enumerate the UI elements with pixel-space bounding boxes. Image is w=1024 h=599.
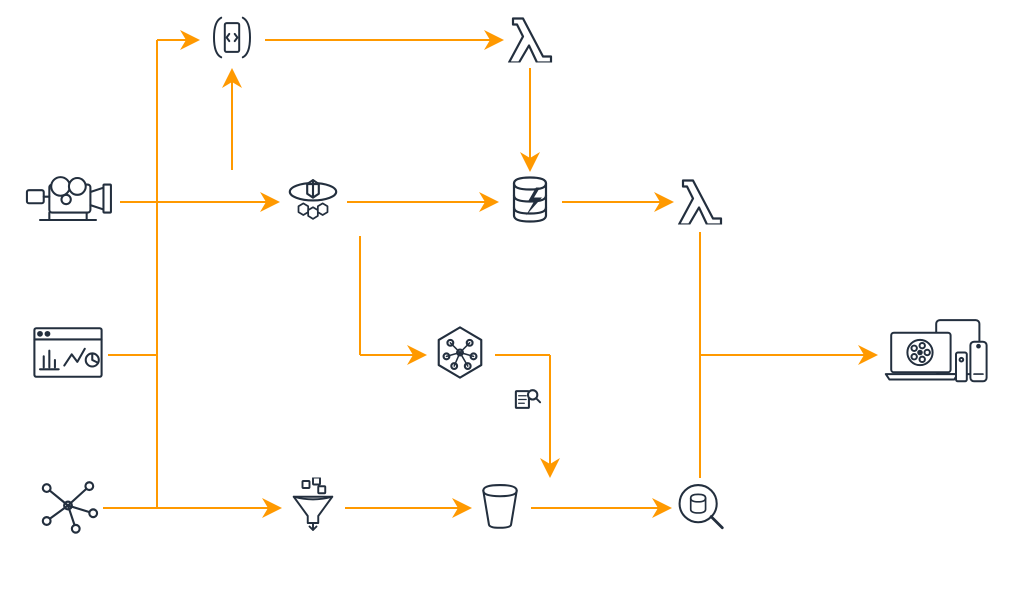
rekognition-icon <box>284 171 342 234</box>
sagemaker-icon <box>431 324 489 387</box>
data-funnel-icon <box>285 478 341 539</box>
document-search-icon <box>514 386 542 419</box>
dynamodb-icon <box>502 172 558 233</box>
lambda-icon <box>675 175 725 230</box>
video-camera-icon <box>20 172 116 233</box>
network-graph-icon <box>37 475 99 542</box>
devices-icon <box>883 317 993 394</box>
s3-bucket-icon <box>474 480 526 537</box>
code-commit-icon <box>205 11 259 70</box>
athena-icon <box>674 480 726 537</box>
dashboard-icon <box>30 325 106 386</box>
lambda-icon <box>505 13 555 68</box>
